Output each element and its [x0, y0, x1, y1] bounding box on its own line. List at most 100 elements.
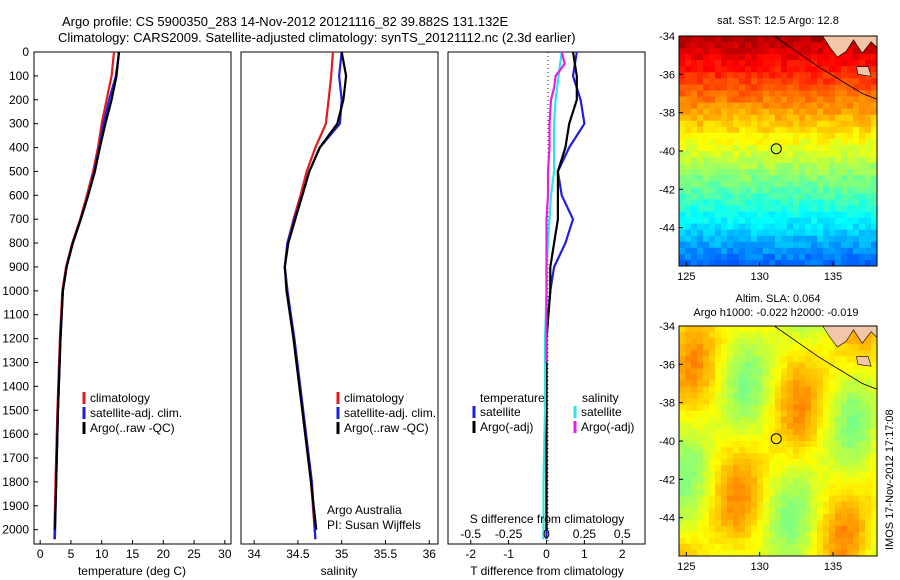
- heatmap-cell: [685, 120, 692, 128]
- heatmap-cell: [835, 217, 842, 225]
- heatmap-cell: [757, 253, 764, 261]
- heatmap-cell: [763, 501, 770, 508]
- heatmap-cell: [859, 54, 866, 61]
- heatmap-cell: [841, 132, 848, 140]
- sla-map-title-line2: Argo h1000: -0.022 h2000: -0.019: [693, 307, 858, 319]
- heatmap-cell: [715, 78, 722, 85]
- x-tick-label: 34: [247, 547, 261, 561]
- heatmap-cell: [763, 72, 770, 79]
- heatmap-cell: [829, 495, 836, 502]
- heatmap-cell: [817, 428, 824, 436]
- heatmap-cell: [847, 78, 854, 85]
- heatmap-cell: [799, 477, 806, 484]
- heatmap-cell: [703, 368, 710, 375]
- heatmap-cell: [721, 199, 728, 206]
- heatmap-cell: [715, 356, 722, 363]
- heatmap-cell: [859, 193, 866, 200]
- heatmap-cell: [781, 441, 788, 448]
- heatmap-cell: [763, 350, 770, 357]
- heatmap-cell: [781, 362, 788, 369]
- heatmap-cell: [691, 211, 698, 218]
- heatmap-cell: [865, 531, 872, 539]
- heatmap-cell: [793, 471, 800, 478]
- heatmap-cell: [727, 36, 734, 43]
- heatmap-cell: [787, 471, 794, 478]
- series-line-argo-raw-qc-: [283, 51, 348, 530]
- heatmap-cell: [781, 126, 788, 134]
- heatmap-cell: [709, 465, 716, 472]
- heatmap-cell: [865, 187, 872, 194]
- heatmap-cell: [721, 42, 728, 49]
- heatmap-cell: [679, 447, 686, 454]
- heatmap-cell: [745, 416, 752, 424]
- heatmap-cell: [793, 465, 800, 472]
- heatmap-cell: [739, 513, 746, 521]
- heatmap-cell: [745, 404, 752, 412]
- heatmap-cell: [739, 386, 746, 393]
- heatmap-cell: [805, 84, 812, 91]
- heatmap-cell: [691, 193, 698, 200]
- heatmap-cell: [739, 132, 746, 140]
- heatmap-cell: [817, 362, 824, 369]
- heatmap-cell: [709, 477, 716, 484]
- heatmap-cell: [739, 217, 746, 225]
- heatmap-cell: [697, 169, 704, 176]
- heatmap-cell: [787, 332, 794, 339]
- heatmap-cell: [817, 193, 824, 200]
- heatmap-cell: [709, 163, 716, 170]
- heatmap-cell: [787, 181, 794, 188]
- heatmap-cell: [751, 229, 758, 237]
- heatmap-cell: [703, 78, 710, 85]
- heatmap-cell: [685, 404, 692, 412]
- heatmap-cell: [853, 386, 860, 393]
- heatmap-cell: [799, 60, 806, 67]
- heatmap-cell: [745, 217, 752, 225]
- heatmap-cell: [745, 60, 752, 67]
- heatmap-cell: [733, 90, 740, 97]
- heatmap-cell: [793, 169, 800, 176]
- heatmap-cell: [697, 543, 704, 551]
- heatmap-cell: [745, 374, 752, 381]
- heatmap-cell: [739, 350, 746, 357]
- heatmap-cell: [853, 126, 860, 134]
- heatmap-cell: [703, 428, 710, 436]
- heatmap-cell: [847, 410, 854, 418]
- heatmap-cell: [811, 108, 818, 116]
- heatmap-cell: [859, 362, 866, 369]
- heatmap-cell: [763, 332, 770, 339]
- heatmap-cell: [763, 543, 770, 551]
- heatmap-cell: [745, 54, 752, 61]
- heatmap-cell: [745, 114, 752, 122]
- heatmap-cell: [793, 247, 800, 255]
- heatmap-cell: [679, 386, 686, 393]
- series-line-argo-adj-: [545, 51, 578, 530]
- heatmap-cell: [775, 531, 782, 539]
- heatmap-cell: [835, 392, 842, 400]
- heatmap-cell: [769, 350, 776, 357]
- heatmap-cell: [739, 138, 746, 146]
- heatmap-cell: [721, 350, 728, 357]
- heatmap-cell: [751, 350, 758, 357]
- legend-title-temperature: temperature: [480, 391, 545, 405]
- heatmap-cell: [871, 241, 878, 249]
- heatmap-cell: [685, 477, 692, 484]
- heatmap-cell: [733, 513, 740, 521]
- heatmap-cell: [697, 247, 704, 255]
- heatmap-cell: [853, 410, 860, 418]
- heatmap-cell: [691, 471, 698, 478]
- heatmap-cell: [811, 253, 818, 261]
- heatmap-cell: [727, 441, 734, 448]
- heatmap-cell: [871, 42, 878, 49]
- heatmap-cell: [739, 175, 746, 182]
- heatmap-cell: [781, 489, 788, 496]
- heatmap-cell: [829, 513, 836, 521]
- heatmap-cell: [739, 380, 746, 387]
- heatmap-cell: [685, 60, 692, 67]
- heatmap-cell: [835, 531, 842, 539]
- heatmap-cell: [805, 96, 812, 103]
- heatmap-cell: [865, 507, 872, 515]
- heatmap-cell: [769, 138, 776, 146]
- heatmap-cell: [829, 410, 836, 418]
- heatmap-cell: [769, 410, 776, 418]
- heatmap-cell: [853, 48, 860, 55]
